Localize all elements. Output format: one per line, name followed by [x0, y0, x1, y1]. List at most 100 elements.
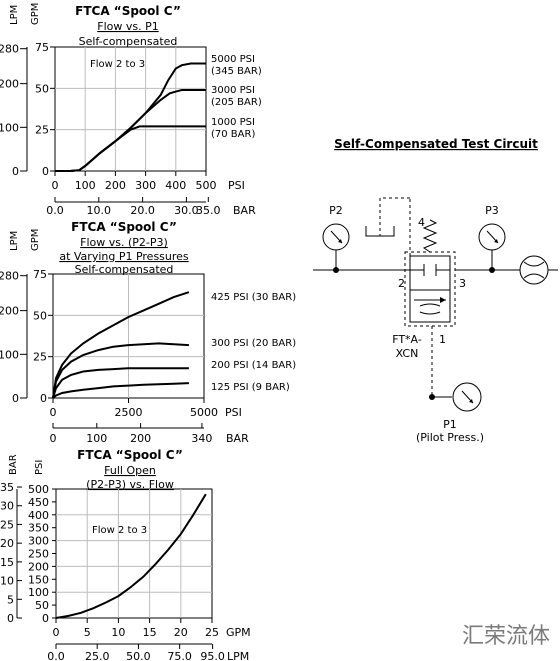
c3-lpm-tick-label: 75.0 [167, 650, 192, 661]
c3-plot-frame [55, 488, 213, 619]
c1-subtitle2: Self-compensated [79, 35, 178, 48]
c2-psi-unit: PSI [225, 406, 242, 419]
c1-bar-unit: BAR [233, 204, 256, 217]
c3-lpm-tick-label: 25.0 [85, 650, 110, 661]
c1-lpm-tick-label: 200 [0, 78, 19, 91]
c3-title: FTCA “Spool C” [77, 448, 183, 462]
c3-lpm-tick-label: 0.0 [47, 650, 65, 661]
c1-bar-tick-label: 35.0 [196, 204, 221, 217]
c1-gpm-tick-label: 50 [35, 82, 49, 95]
c3-subtitle: Full Open [104, 464, 156, 477]
c1-psi-tick-label: 500 [196, 179, 217, 192]
c3-ylabel-psi: PSI [34, 460, 45, 475]
c3-gpm-tick-label: 20 [174, 626, 188, 639]
c1-plot-frame [54, 46, 207, 172]
c2-x-ticks: 0 2500 5000 0 100 200 340 [50, 398, 218, 445]
c3-psi-tick-label: 0 [42, 612, 49, 625]
c3-series-line-1 [55, 493, 207, 619]
c3-bar-tick-label: 30 [0, 500, 14, 513]
c2-subtitle2: at Varying P1 Pressures [59, 250, 189, 263]
c1-bar-tick-label: 10.0 [87, 204, 112, 217]
c1-subtitle: Flow vs. P1 [97, 20, 158, 33]
c3-bar-tick-label: 15 [0, 556, 14, 569]
c2-series-labels: 425 PSI (30 BAR) 300 PSI (20 BAR) 200 PS… [211, 292, 296, 393]
p3-label: P3 [485, 204, 499, 217]
c1-bar-tick-label: 30.0 [174, 204, 199, 217]
c2-bar-tick-label: 0 [50, 432, 57, 445]
p3-junction-dot [489, 267, 495, 273]
c1-gpm-tick-label: 25 [35, 124, 49, 137]
c3-bar-tick-label: 20 [0, 537, 14, 550]
c3-gpm-tick-label: 25 [205, 626, 219, 639]
c2-bar-unit: BAR [226, 432, 249, 445]
c3-lpm-unit: LPM [227, 650, 249, 661]
c2-gpm-tick-label: 50 [33, 309, 47, 322]
c1-lpm-tick-label: 280 [0, 43, 19, 56]
c1-series-label: (205 BAR) [211, 97, 262, 108]
valve-flow-arrow-icon [440, 297, 446, 303]
c1-psi-unit: PSI [228, 179, 245, 192]
c3-psi-tick-label: 500 [28, 483, 49, 496]
valve-body [409, 255, 451, 323]
c1-ylabel-lpm: LPM [9, 5, 20, 25]
c2-bar-tick-label: 340 [191, 432, 212, 445]
c3-psi-tick-label: 400 [28, 509, 49, 522]
valve-model-line2: XCN [396, 347, 419, 360]
p3-gauge-arrowhead [494, 239, 498, 243]
c1-ylabel-gpm: GPM [30, 3, 41, 25]
p2-gauge-icon [322, 223, 350, 251]
c2-psi-tick-label: 0 [50, 406, 57, 419]
c3-psi-tick-label: 50 [35, 599, 49, 612]
c2-series-label: 125 PSI (9 BAR) [211, 382, 290, 393]
c2-series [52, 291, 190, 399]
c3-psi-tick-label: 350 [28, 522, 49, 535]
circuit-heading: Self-Compensated Test Circuit [334, 137, 538, 151]
c2-subtitle: Flow vs. (P2-P3) [80, 236, 168, 249]
c3-bar-tick-label: 0 [7, 612, 14, 625]
c2-lpm-tick-label: 280 [0, 270, 19, 283]
port-4-label: 4 [418, 216, 425, 229]
c2-series-line-4 [52, 382, 189, 399]
c1-series [55, 62, 206, 172]
c2-gpm-tick-label: 75 [33, 268, 47, 281]
p1-note: (Pilot Press.) [416, 431, 484, 444]
valve-spring-icon [422, 219, 438, 253]
c1-series-label: (70 BAR) [211, 129, 255, 140]
flow-meter-arc-bottom [523, 273, 545, 279]
c3-bar-tick-label: 25 [0, 518, 14, 531]
c3-bar-tick-label: 10 [0, 575, 14, 588]
valve-pilot-enclosure [404, 251, 456, 327]
c1-series-label: 3000 PSI [211, 85, 255, 96]
c3-series [55, 493, 207, 619]
c1-psi-tick-label: 100 [75, 179, 96, 192]
c3-lpm-tick-label: 50.0 [126, 650, 151, 661]
c1-series-label: (345 BAR) [211, 66, 262, 77]
c3-subtitle2: (P2-P3) vs. Flow [86, 478, 174, 491]
c3-annotation: Flow 2 to 3 [92, 525, 147, 536]
c3-bar-tick-label: 35 [0, 481, 14, 494]
c1-psi-tick-label: 300 [135, 179, 156, 192]
c2-series-label: 425 PSI (30 BAR) [211, 292, 296, 303]
c2-y-ticks: 0 25 50 75 0 100 200 280 [0, 268, 53, 405]
c3-psi-tick-label: 250 [28, 548, 49, 561]
c3-gpm-tick-label: 15 [143, 626, 157, 639]
port-1-label: 1 [439, 333, 446, 346]
c1-psi-tick-label: 400 [165, 179, 186, 192]
c1-lpm-tick-label: 0 [12, 165, 19, 178]
chart-flow-vs-dp: LPM GPM FTCA “Spool C” Flow vs. (P2-P3) … [0, 220, 296, 445]
c3-gpm-tick-label: 10 [111, 626, 125, 639]
c2-lpm-tick-label: 200 [0, 305, 19, 318]
c1-series-label: 5000 PSI [211, 54, 255, 65]
c1-series-line-3 [55, 125, 206, 172]
c2-grid [53, 274, 204, 398]
c2-subtitle3: Self-compensated [75, 263, 174, 276]
c1-annotation: Flow 2 to 3 [90, 59, 145, 70]
c3-bar-tick-label: 5 [7, 593, 14, 606]
p2-gauge-arrowhead [338, 239, 342, 243]
c2-series-label: 200 PSI (14 BAR) [211, 360, 296, 371]
flow-meter-arc-top [523, 261, 545, 267]
c2-psi-tick-label: 5000 [190, 406, 218, 419]
valve-model-line1: FT*A- [392, 333, 422, 346]
p2-label: P2 [329, 204, 343, 217]
